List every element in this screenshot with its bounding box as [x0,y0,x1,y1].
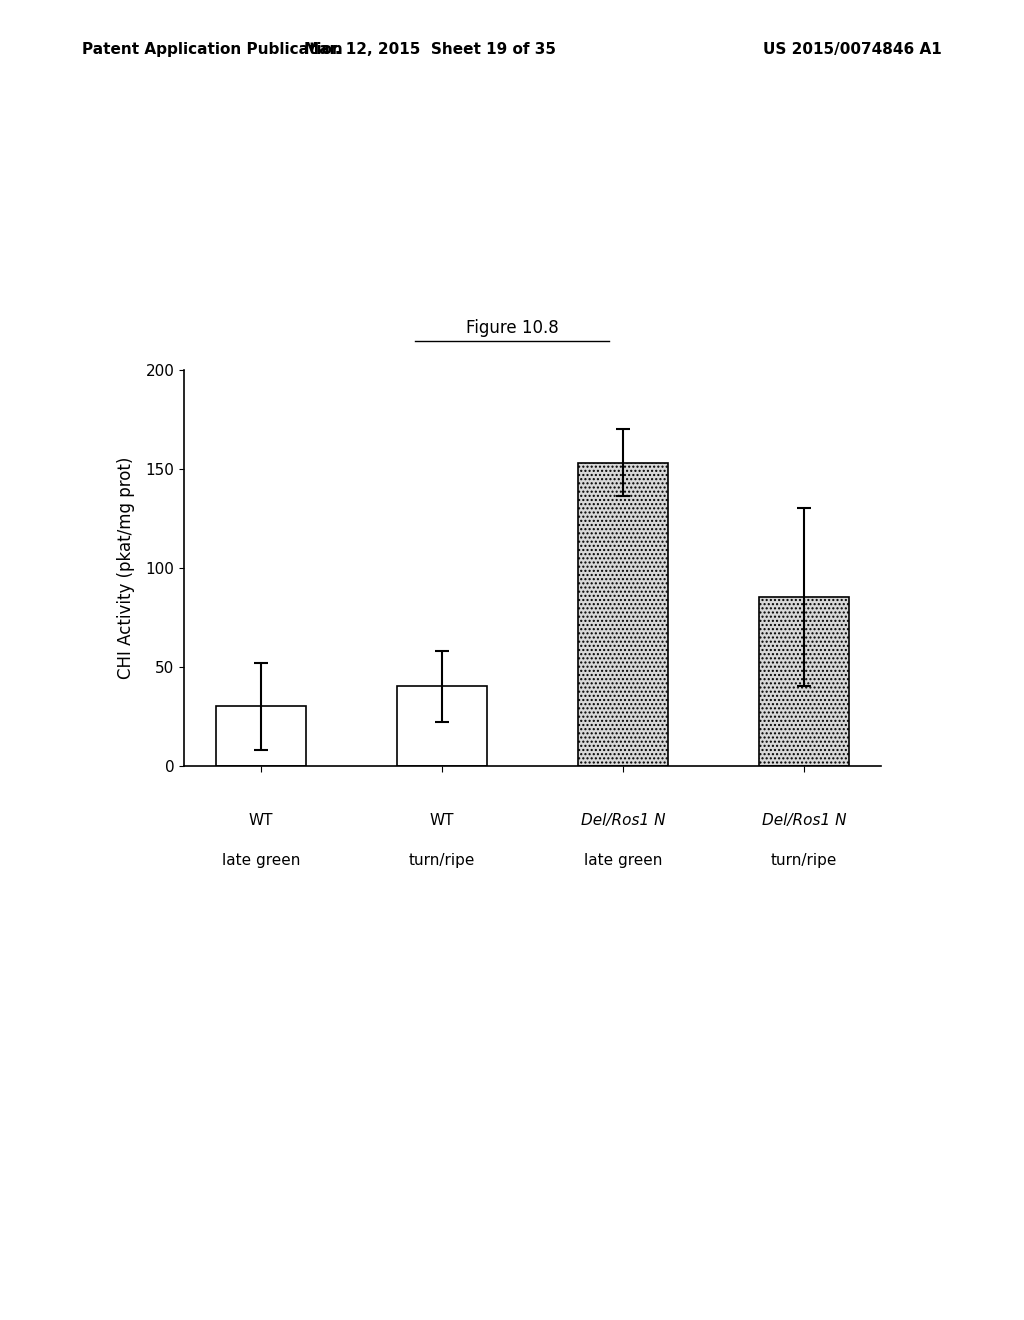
Text: turn/ripe: turn/ripe [771,853,837,867]
Bar [759,597,849,766]
Text: Del/Ros1 N: Del/Ros1 N [762,813,846,828]
Text: US 2015/0074846 A1: US 2015/0074846 A1 [763,42,942,57]
Text: WT: WT [430,813,455,828]
Y-axis label: CHI Activity (pkat/mg prot): CHI Activity (pkat/mg prot) [117,457,134,678]
Text: turn/ripe: turn/ripe [409,853,475,867]
Text: Patent Application Publication: Patent Application Publication [82,42,343,57]
Text: Figure 10.8: Figure 10.8 [466,318,558,337]
Text: late green: late green [222,853,300,867]
Bar [216,706,306,766]
Text: Del/Ros1 N: Del/Ros1 N [581,813,666,828]
Text: late green: late green [584,853,663,867]
Text: Mar. 12, 2015  Sheet 19 of 35: Mar. 12, 2015 Sheet 19 of 35 [304,42,556,57]
Bar [578,463,668,766]
Text: WT: WT [249,813,273,828]
Bar [397,686,487,766]
